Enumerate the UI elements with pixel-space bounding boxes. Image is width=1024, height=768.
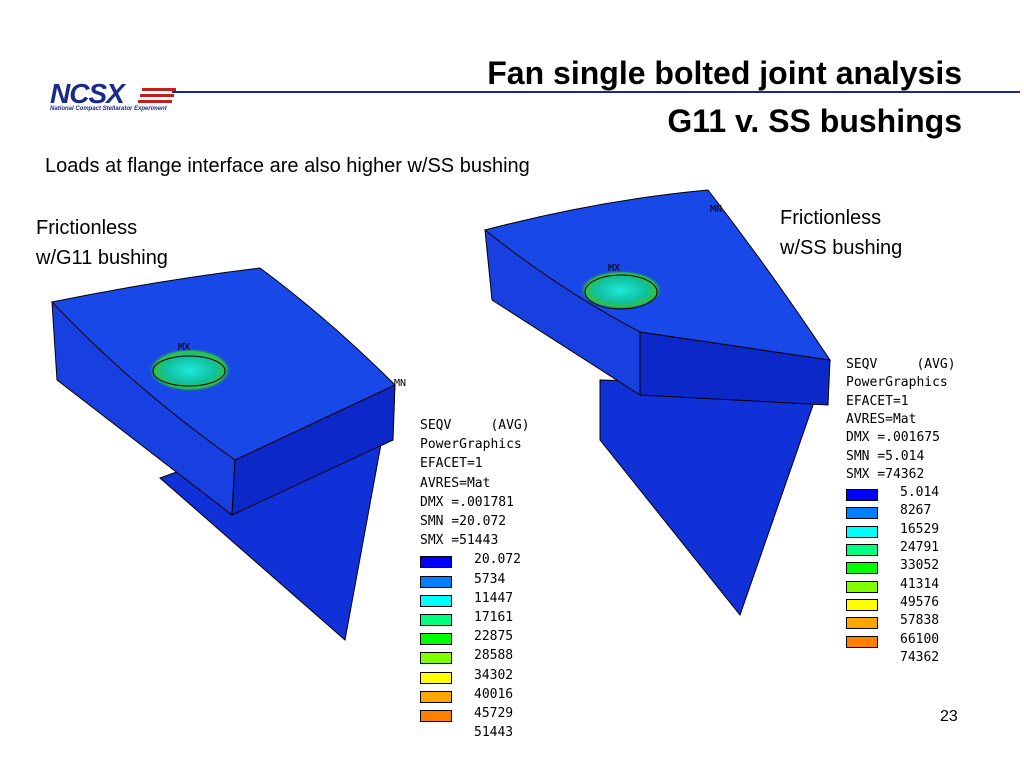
legend-header: AVRES=Mat — [846, 411, 917, 427]
legend-swatch — [420, 575, 452, 588]
legend-swatch — [846, 617, 878, 630]
legend-header: SMX =74362 — [846, 466, 925, 482]
legend-value: 66100 — [900, 631, 940, 647]
legend-value: 51443 — [474, 725, 514, 741]
legend-header: DMX =.001675 — [846, 430, 940, 446]
logo-caption: National Compact Stellarator Experiment — [50, 106, 167, 112]
legend-swatch — [846, 562, 878, 575]
legend-value: 20.072 — [474, 552, 521, 568]
legend-value: 41314 — [900, 576, 940, 592]
legend-header: DMX =.001781 — [420, 494, 514, 510]
legend-swatch — [420, 652, 452, 665]
legend-header: SEQV (AVG) — [846, 357, 956, 372]
panel-label: Frictionless — [36, 217, 138, 239]
legend-header: AVRES=Mat — [420, 475, 491, 491]
panel-label: Frictionless — [780, 207, 882, 229]
legend-value: 22875 — [474, 629, 514, 645]
legend-value: 28588 — [474, 648, 514, 664]
legend-header: SMN =5.014 — [846, 448, 925, 464]
legend-value: 5734 — [474, 571, 506, 587]
panel-label: w/SS bushing — [780, 237, 903, 259]
model-ss — [483, 189, 832, 617]
legend-value: 40016 — [474, 686, 514, 702]
legend-swatch — [420, 594, 452, 607]
legend-value: 49576 — [900, 594, 940, 610]
legend-value: 33052 — [900, 558, 940, 574]
legend-swatch — [420, 690, 452, 703]
legend-value: 45729 — [474, 706, 514, 721]
title-line: G11 v. SS bushings — [667, 103, 962, 139]
legend-swatch — [846, 580, 878, 593]
max-marker: MX — [608, 263, 621, 274]
page-number: 23 — [940, 708, 958, 725]
legend-value: 74362 — [900, 649, 940, 665]
max-marker: MX — [178, 342, 191, 353]
legend-header: PowerGraphics — [846, 375, 948, 391]
legend-swatch — [420, 671, 452, 684]
legend-value: 8267 — [900, 503, 932, 519]
legend-value: 34302 — [474, 667, 514, 683]
legend-header: SEQV (AVG) — [420, 418, 530, 433]
min-marker: MN — [394, 378, 407, 389]
legend-header: EFACET=1 — [420, 456, 483, 472]
logo: NCSX — [50, 78, 125, 109]
legend-swatch — [846, 598, 878, 611]
legend-value: 17161 — [474, 610, 514, 625]
legend-swatch — [420, 710, 452, 722]
legend-value: 5.014 — [900, 485, 940, 501]
legend-header: EFACET=1 — [846, 393, 909, 409]
title-line: Fan single bolted joint analysis — [487, 55, 962, 91]
legend-swatch — [846, 489, 878, 502]
legend-swatch — [420, 633, 452, 646]
subtitle: Loads at flange interface are also highe… — [45, 155, 530, 177]
legend-swatch — [846, 525, 878, 538]
legend-swatch — [846, 507, 878, 520]
legend-swatch — [420, 614, 452, 626]
legend-header: SMX =51443 — [420, 533, 499, 549]
model-g11 — [51, 267, 396, 641]
min-marker: MN — [710, 204, 723, 215]
legend-value: 57838 — [900, 613, 940, 629]
legend-value: 24791 — [900, 540, 940, 555]
panel-label: w/G11 bushing — [36, 247, 168, 269]
legend-value: 11447 — [474, 590, 514, 606]
legend-header: SMN =20.072 — [420, 514, 507, 529]
legend-swatch — [420, 556, 452, 569]
legend-swatch — [846, 544, 878, 556]
logo-stripes — [138, 88, 176, 103]
legend-header: PowerGraphics — [420, 437, 522, 453]
legend-swatch — [846, 635, 878, 648]
legend-value: 16529 — [900, 521, 940, 537]
